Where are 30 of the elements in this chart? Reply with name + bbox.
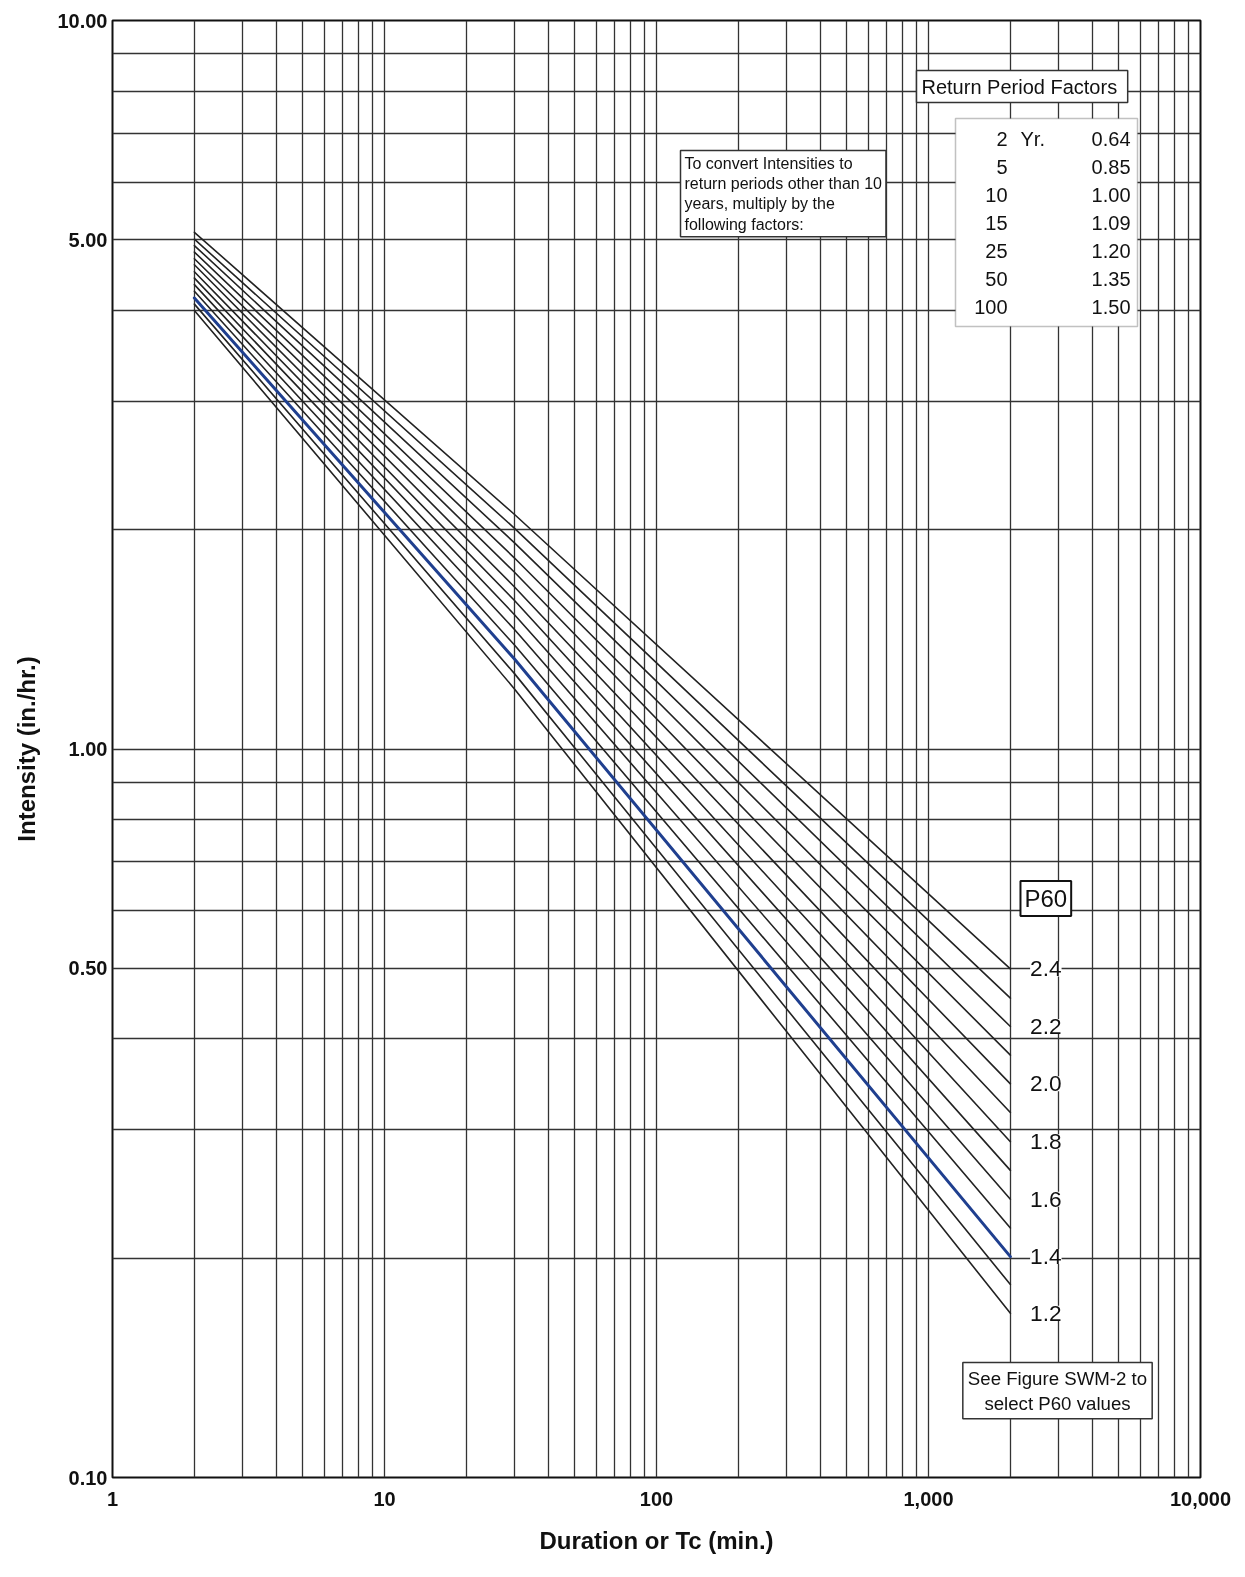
series-label: 2.0 (1030, 1070, 1062, 1097)
text: 2 Yr. 0.64 (996, 127, 1131, 150)
text: 50 1.35 (985, 267, 1131, 290)
x-tick-label: 10,000 (1169, 1487, 1232, 1510)
y-tick-label: 5.00 (68, 228, 108, 251)
y-axis-title: Intensity (in./hr.) (13, 656, 41, 842)
series-label: 1.4 (1030, 1243, 1062, 1270)
text: 25 1.20 (985, 239, 1131, 262)
text: 5 0.85 (996, 155, 1131, 178)
annotation: To convert Intensities to return periods other than 10 years, multiply by the following factors: (684, 154, 883, 233)
text: 100 1.50 (974, 295, 1131, 318)
y-tick-label: 0.10 (68, 1466, 108, 1489)
annotation: Return Period Factors (921, 75, 1118, 98)
series-label: 2.2 (1030, 1012, 1062, 1039)
annotation: See Figure SWM-2 to select P60 values (967, 1367, 1148, 1414)
y-tick-label: 0.50 (68, 957, 108, 980)
x-tick-label: 100 (639, 1487, 674, 1510)
series-label: 2.4 (1030, 955, 1062, 982)
legend-title: P60 (1024, 885, 1068, 912)
x-tick-label: 10 (373, 1487, 396, 1510)
series-label: 1.2 (1030, 1299, 1062, 1326)
text: 10 1.00 (985, 183, 1131, 206)
series-label: 1.6 (1030, 1185, 1062, 1212)
x-axis-title: Duration or Tc (min.) (539, 1526, 774, 1554)
y-tick-label: 10.00 (57, 9, 108, 32)
text: 15 1.09 (985, 211, 1131, 234)
x-tick-label: 1 (106, 1487, 119, 1510)
series-label: 1.8 (1030, 1128, 1062, 1155)
x-tick-label: 1,000 (903, 1487, 954, 1510)
y-tick-label: 1.00 (68, 738, 108, 760)
